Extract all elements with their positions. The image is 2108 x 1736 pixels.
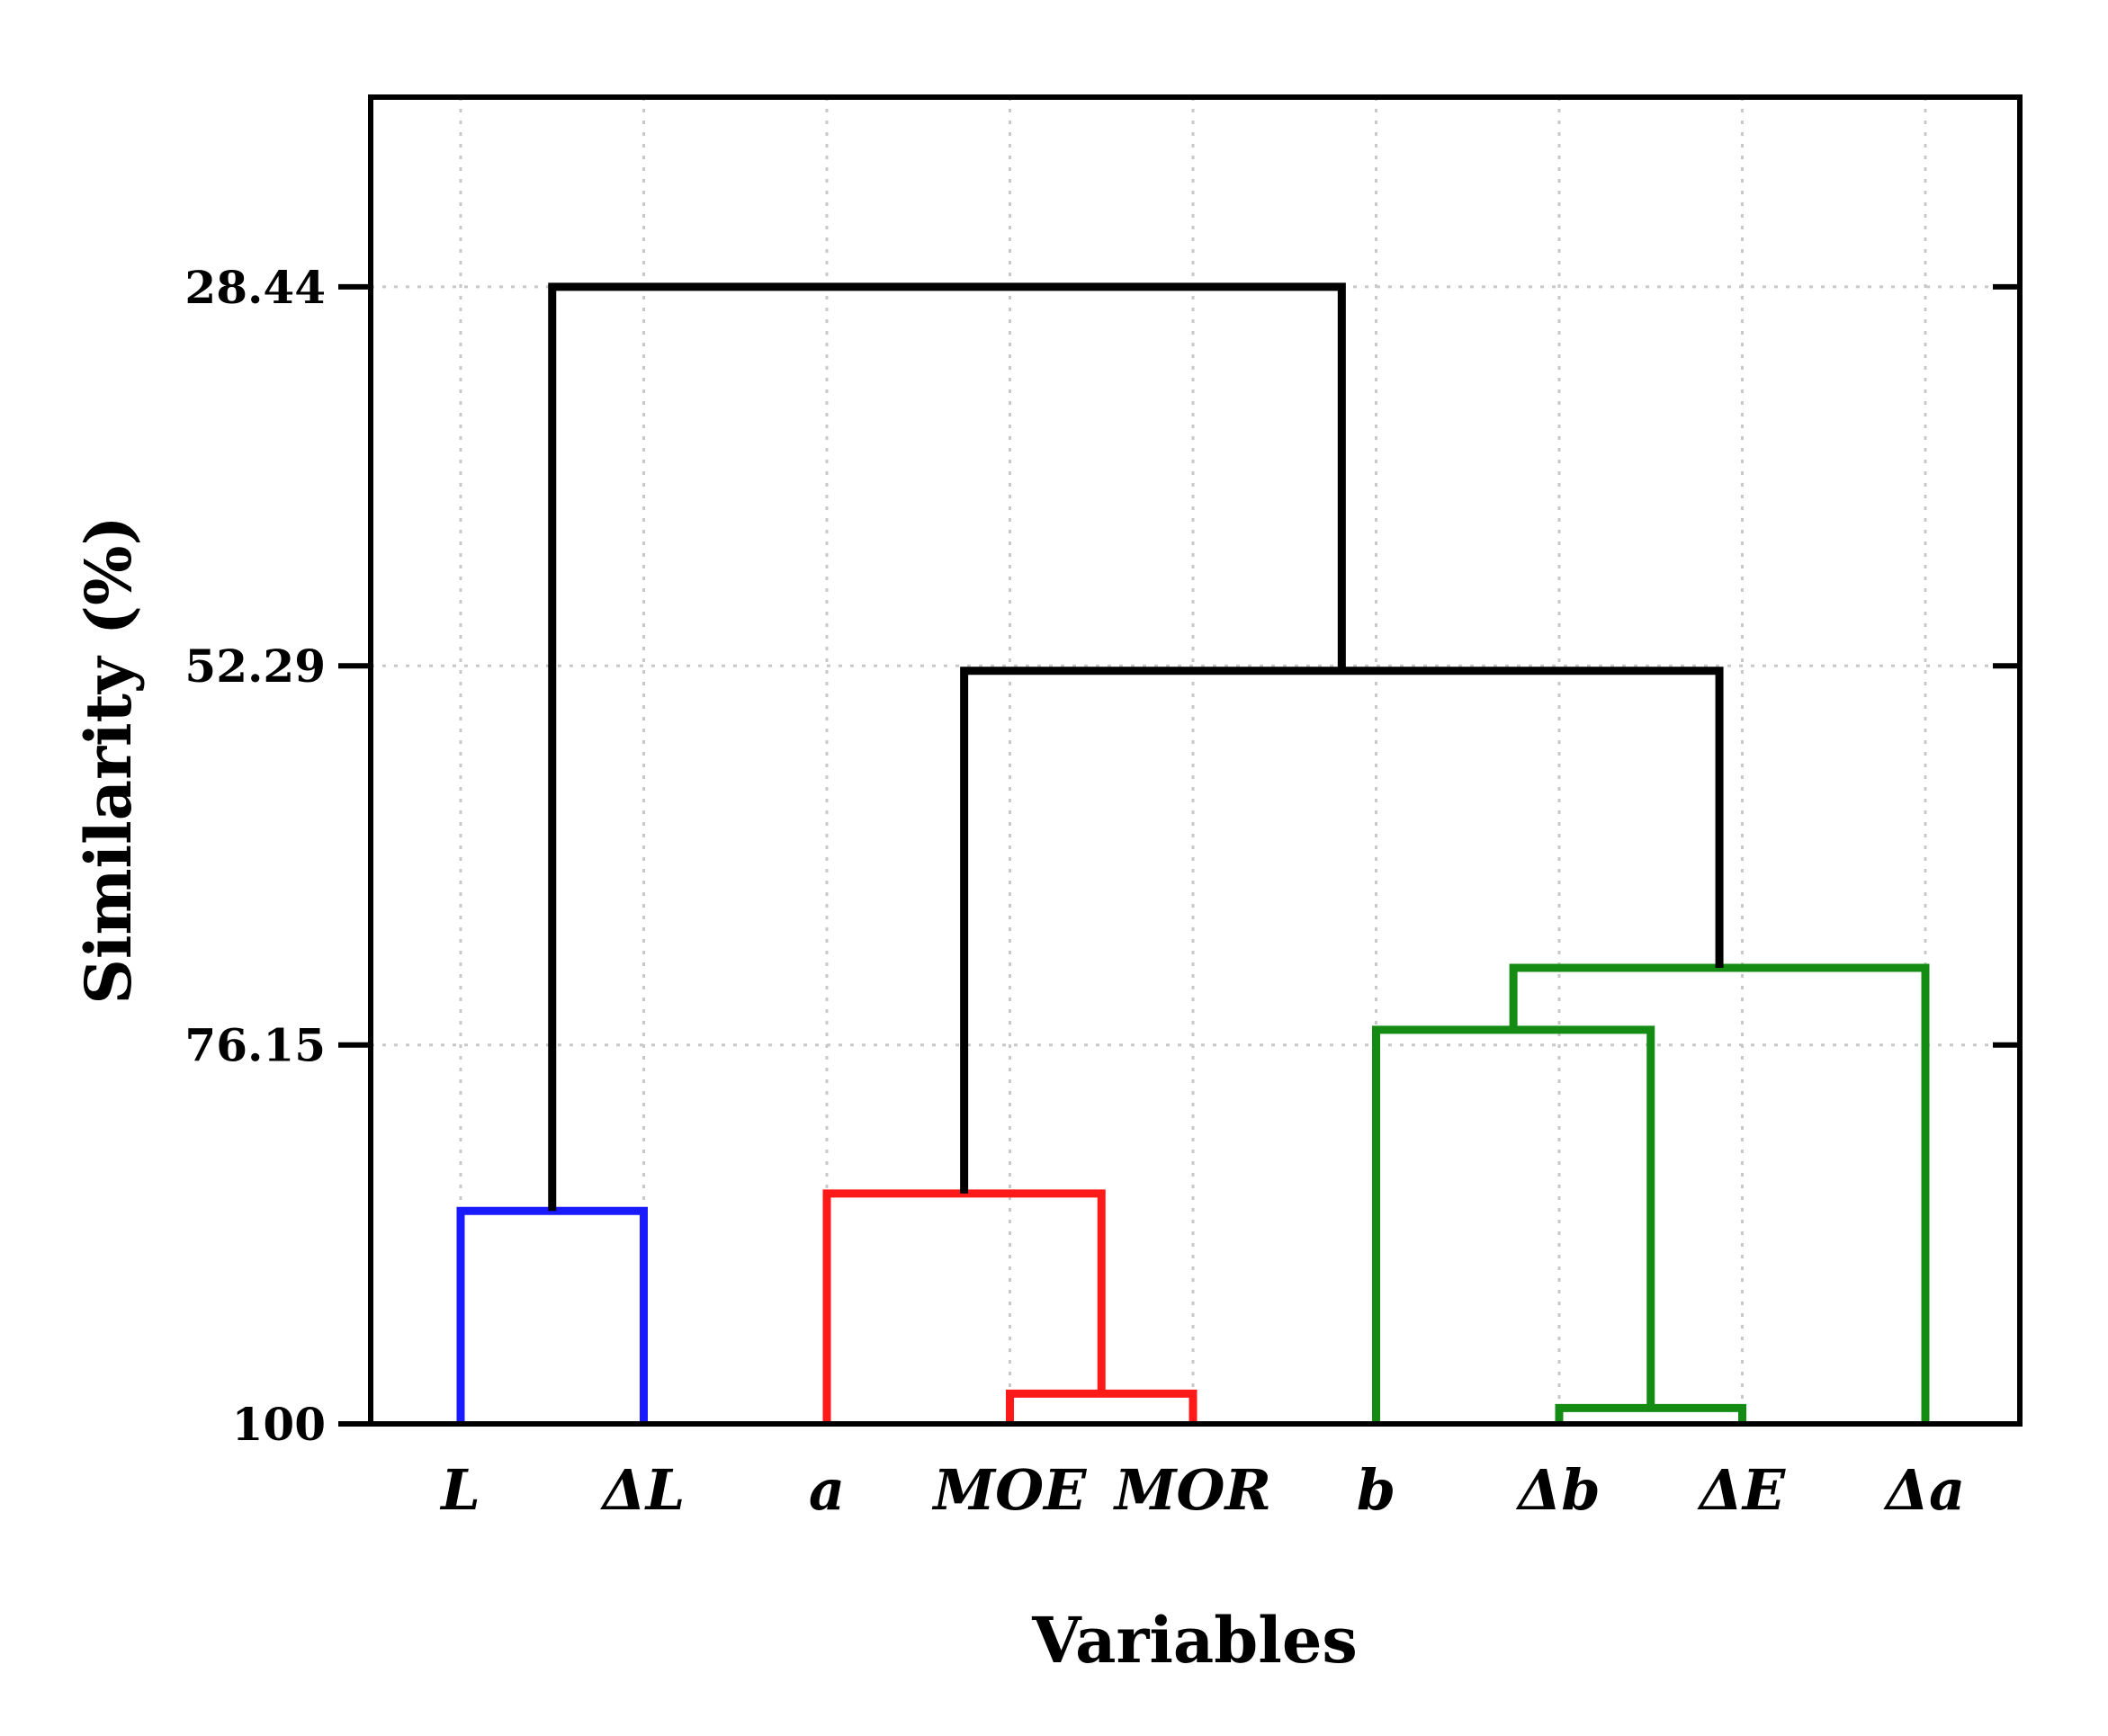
x-category-label: Δb (1515, 1457, 1600, 1523)
y-axis-tick-labels: 28.44 52.29 76.15 100 (184, 261, 326, 1451)
dendrogram-link-red (1006, 1389, 1198, 1424)
dendrogram-link-green (1555, 1403, 1746, 1424)
grid-lines (371, 97, 2020, 1424)
dendrogram-link-green (1372, 1025, 1655, 1424)
x-category-label: ΔL (600, 1457, 686, 1523)
dendrogram-link-red (822, 1189, 1106, 1424)
y-axis-title: Similarity (%) (71, 515, 146, 1004)
dendrogram-link-green (1509, 963, 1930, 1424)
x-category-label: L (439, 1457, 480, 1523)
y-tick-label: 100 (232, 1398, 326, 1451)
x-category-label: MOR (1113, 1457, 1271, 1523)
y-tick-label: 28.44 (184, 261, 326, 314)
y-tick-label: 52.29 (184, 640, 326, 693)
dendrogram-links (456, 282, 1930, 1424)
y-axis-ticks (338, 283, 2020, 1427)
x-category-label: b (1357, 1457, 1395, 1523)
dendrogram-link-black (548, 282, 1346, 1212)
x-axis-category-labels: L ΔL a MOE MOR b Δb ΔE Δa (439, 1457, 1965, 1523)
x-category-label: MOE (932, 1457, 1088, 1523)
x-axis-title: Variables (1031, 1603, 1358, 1678)
dendrogram-link-blue (456, 1206, 648, 1424)
y-tick-label: 76.15 (184, 1019, 326, 1072)
x-category-label: a (809, 1457, 845, 1523)
dendrogram-link-black (960, 667, 1724, 1194)
x-category-label: ΔE (1697, 1457, 1786, 1523)
plot-frame (368, 94, 2023, 1427)
x-category-label: Δa (1883, 1457, 1965, 1523)
